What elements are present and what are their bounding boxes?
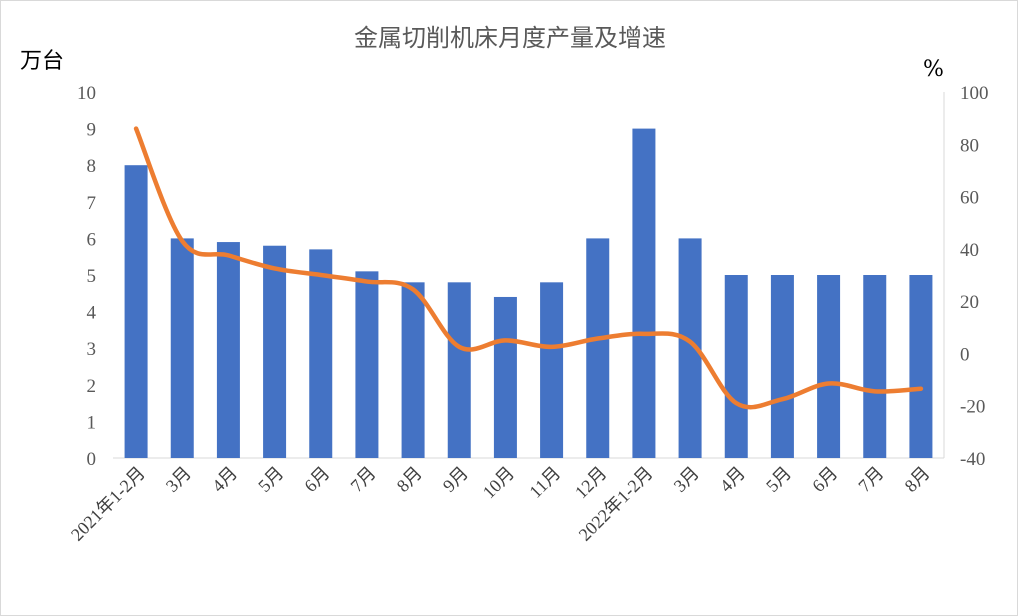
x-tick-label: 8月: [393, 463, 426, 496]
left-tick-label: 10: [77, 83, 96, 104]
left-tick-label: 8: [87, 156, 97, 177]
bar: [909, 275, 933, 458]
x-tick-label: 6月: [300, 463, 333, 496]
x-tick-label: 3月: [162, 463, 195, 496]
right-tick-label: -40: [960, 449, 985, 470]
left-tick-label: 9: [87, 120, 97, 141]
right-tick-label: 0: [960, 344, 970, 365]
x-tick-label: 7月: [347, 463, 380, 496]
right-tick-label: -20: [960, 397, 985, 418]
bar: [216, 242, 240, 458]
left-axis-label: 万台: [20, 49, 64, 74]
left-tick-label: 2: [87, 376, 97, 397]
left-tick-label: 5: [87, 266, 97, 287]
x-tick-label: 6月: [808, 463, 841, 496]
growth-line: [133, 126, 924, 410]
chart-title: 金属切削机床月度产量及增速: [354, 24, 666, 52]
bar: [724, 275, 748, 458]
x-tick-label: 4月: [208, 463, 241, 496]
x-tick-label: 8月: [901, 463, 934, 496]
bar: [770, 275, 794, 458]
x-tick-label: 12月: [571, 463, 611, 503]
bar: [355, 271, 379, 458]
x-tick-label: 4月: [716, 463, 749, 496]
bar: [170, 238, 194, 458]
x-tick-label: 10月: [479, 463, 519, 503]
x-tick-label: 9月: [439, 463, 472, 496]
right-tick-label: 100: [960, 83, 989, 104]
bar: [493, 296, 517, 458]
left-tick-label: 7: [87, 193, 97, 214]
left-tick-label: 6: [87, 229, 97, 250]
left-tick-label: 4: [87, 303, 97, 324]
bar: [632, 128, 656, 458]
bar: [401, 282, 425, 458]
x-tick-label: 3月: [670, 463, 703, 496]
x-tick-label: 5月: [762, 463, 795, 496]
left-tick-label: 1: [87, 412, 97, 433]
x-tick-label: 2021年1-2月: [67, 463, 149, 545]
x-tick-label: 7月: [854, 463, 887, 496]
bar: [863, 275, 887, 458]
bar: [263, 245, 287, 458]
x-tick-label: 5月: [254, 463, 287, 496]
right-tick-label: 40: [960, 240, 979, 261]
left-tick-label: 0: [87, 449, 97, 470]
bar: [678, 238, 702, 458]
x-tick-label: 11月: [525, 463, 564, 502]
right-tick-label: 80: [960, 135, 979, 156]
bar: [124, 165, 148, 458]
bar: [540, 282, 564, 458]
left-tick-label: 3: [87, 339, 97, 360]
right-axis-label: %: [923, 57, 944, 82]
bar: [447, 282, 471, 458]
right-tick-label: 20: [960, 292, 979, 313]
bar: [309, 249, 333, 458]
bar: [586, 238, 610, 458]
right-tick-label: 60: [960, 188, 979, 209]
bar: [817, 275, 841, 458]
